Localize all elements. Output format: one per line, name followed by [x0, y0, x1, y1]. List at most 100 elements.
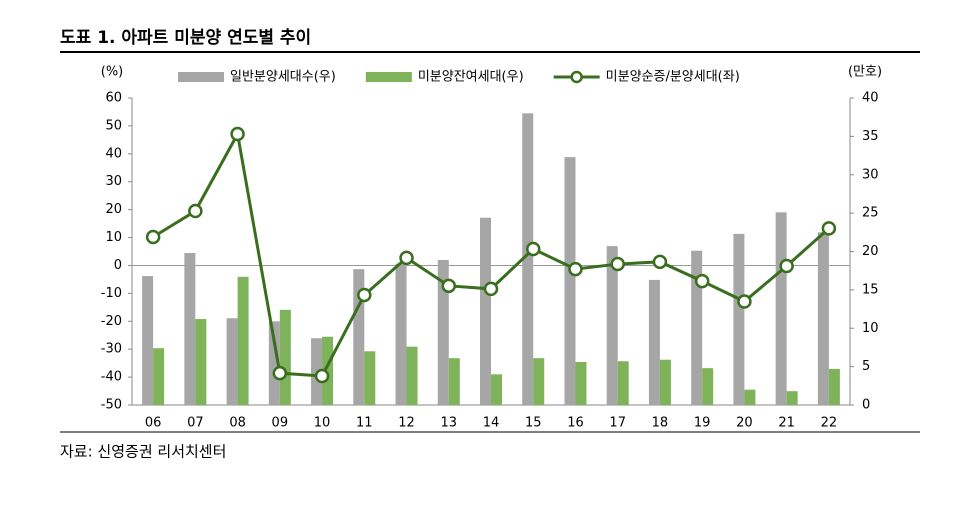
bar [237, 276, 249, 405]
x-tick-label: 08 [229, 416, 246, 431]
y2-tick-label: 10 [862, 321, 879, 336]
bar [733, 233, 745, 405]
y-tick-label: 0 [114, 258, 122, 273]
bar [775, 212, 787, 405]
y2-tick-label: 0 [862, 398, 870, 413]
x-tick-label: 20 [736, 416, 753, 431]
source: 자료: 신영증권 리서치센터 [60, 443, 226, 461]
y2-tick-label: 35 [862, 129, 879, 144]
x-tick-label: 16 [567, 416, 584, 431]
y-tick-label: 30 [105, 174, 122, 189]
legend-label: 미분양순증/분양세대(좌) [606, 70, 740, 85]
bar [353, 269, 365, 405]
line-marker [652, 254, 668, 270]
bar [153, 348, 165, 405]
bar [744, 389, 756, 405]
line-marker [230, 126, 245, 142]
chart-title: 도표 1. 아파트 미분양 연도별 추이 [60, 28, 311, 48]
bar [279, 309, 291, 405]
line-marker [188, 203, 203, 219]
y-axis-unit: (%) [101, 65, 124, 80]
bar [606, 246, 618, 405]
x-tick-label: 22 [821, 416, 838, 431]
line-marker [568, 261, 583, 277]
bar [786, 391, 798, 405]
bar [448, 358, 460, 405]
x-tick-label: 14 [483, 416, 500, 431]
y2-tick-label: 40 [862, 91, 879, 106]
line-marker [821, 221, 837, 236]
bar [184, 253, 196, 405]
legend-label: 일반분양세대수(우) [230, 70, 336, 85]
bar [617, 361, 629, 405]
x-tick-label: 19 [694, 416, 711, 431]
x-tick-label: 07 [187, 416, 204, 431]
y-tick-label: 50 [105, 118, 122, 133]
bar [480, 217, 491, 405]
y-tick-label: -50 [101, 398, 122, 413]
y2-tick-label: 5 [862, 359, 870, 374]
line-marker [525, 241, 541, 257]
y-tick-label: -20 [101, 314, 122, 329]
line-marker [483, 281, 499, 297]
bar [226, 318, 238, 405]
bar [322, 336, 334, 405]
x-tick-label: 21 [778, 416, 795, 431]
line-marker [145, 229, 161, 245]
y-tick-label: 10 [105, 230, 122, 245]
line-marker [272, 365, 288, 381]
bar [522, 113, 534, 405]
y-tick-label: 20 [105, 202, 122, 217]
bar [491, 374, 502, 405]
x-tick-label: 09 [272, 416, 289, 431]
legend-swatch [570, 70, 583, 84]
x-tick-label: 18 [652, 416, 669, 431]
x-tick-label: 13 [440, 416, 457, 431]
line-marker [737, 294, 752, 309]
y-tick-label: 60 [105, 91, 122, 106]
y2-tick-label: 25 [862, 206, 879, 221]
bar [195, 319, 207, 405]
bar [702, 368, 714, 405]
x-tick-label: 17 [609, 416, 626, 431]
bar [817, 232, 829, 405]
line-marker [441, 278, 457, 294]
bar [648, 279, 660, 405]
bar [395, 263, 407, 405]
x-tick-label: 12 [398, 416, 415, 431]
legend-swatch [178, 72, 224, 82]
line-marker [357, 287, 372, 303]
bar [364, 351, 376, 405]
line-marker [610, 256, 625, 272]
legend-label: 미분양잔여세대(우) [418, 70, 524, 85]
line-marker [779, 258, 794, 274]
y2-tick-label: 15 [862, 282, 879, 297]
x-tick-label: 15 [525, 416, 542, 431]
bar [437, 259, 449, 405]
legend-swatch [365, 72, 412, 82]
y2-tick-label: 30 [862, 167, 879, 182]
bar [575, 362, 587, 405]
y2-tick-label: 20 [862, 244, 879, 259]
bar [659, 359, 671, 405]
bar [828, 368, 840, 405]
y-tick-label: 40 [105, 146, 122, 161]
bar [533, 358, 545, 405]
line-marker [314, 368, 330, 384]
bar [406, 346, 418, 405]
bar [142, 276, 154, 405]
line-marker [694, 273, 710, 289]
y-tick-label: -40 [101, 370, 122, 385]
bar [691, 250, 703, 405]
y2-axis-unit: (만호) [848, 65, 882, 80]
x-tick-label: 10 [314, 416, 331, 431]
bar [564, 157, 576, 405]
line-marker [399, 250, 414, 266]
x-tick-label: 11 [356, 416, 373, 431]
y-tick-label: -10 [101, 286, 122, 301]
bar [268, 321, 280, 405]
x-tick-label: 06 [145, 416, 162, 431]
y-tick-label: -30 [101, 342, 122, 357]
